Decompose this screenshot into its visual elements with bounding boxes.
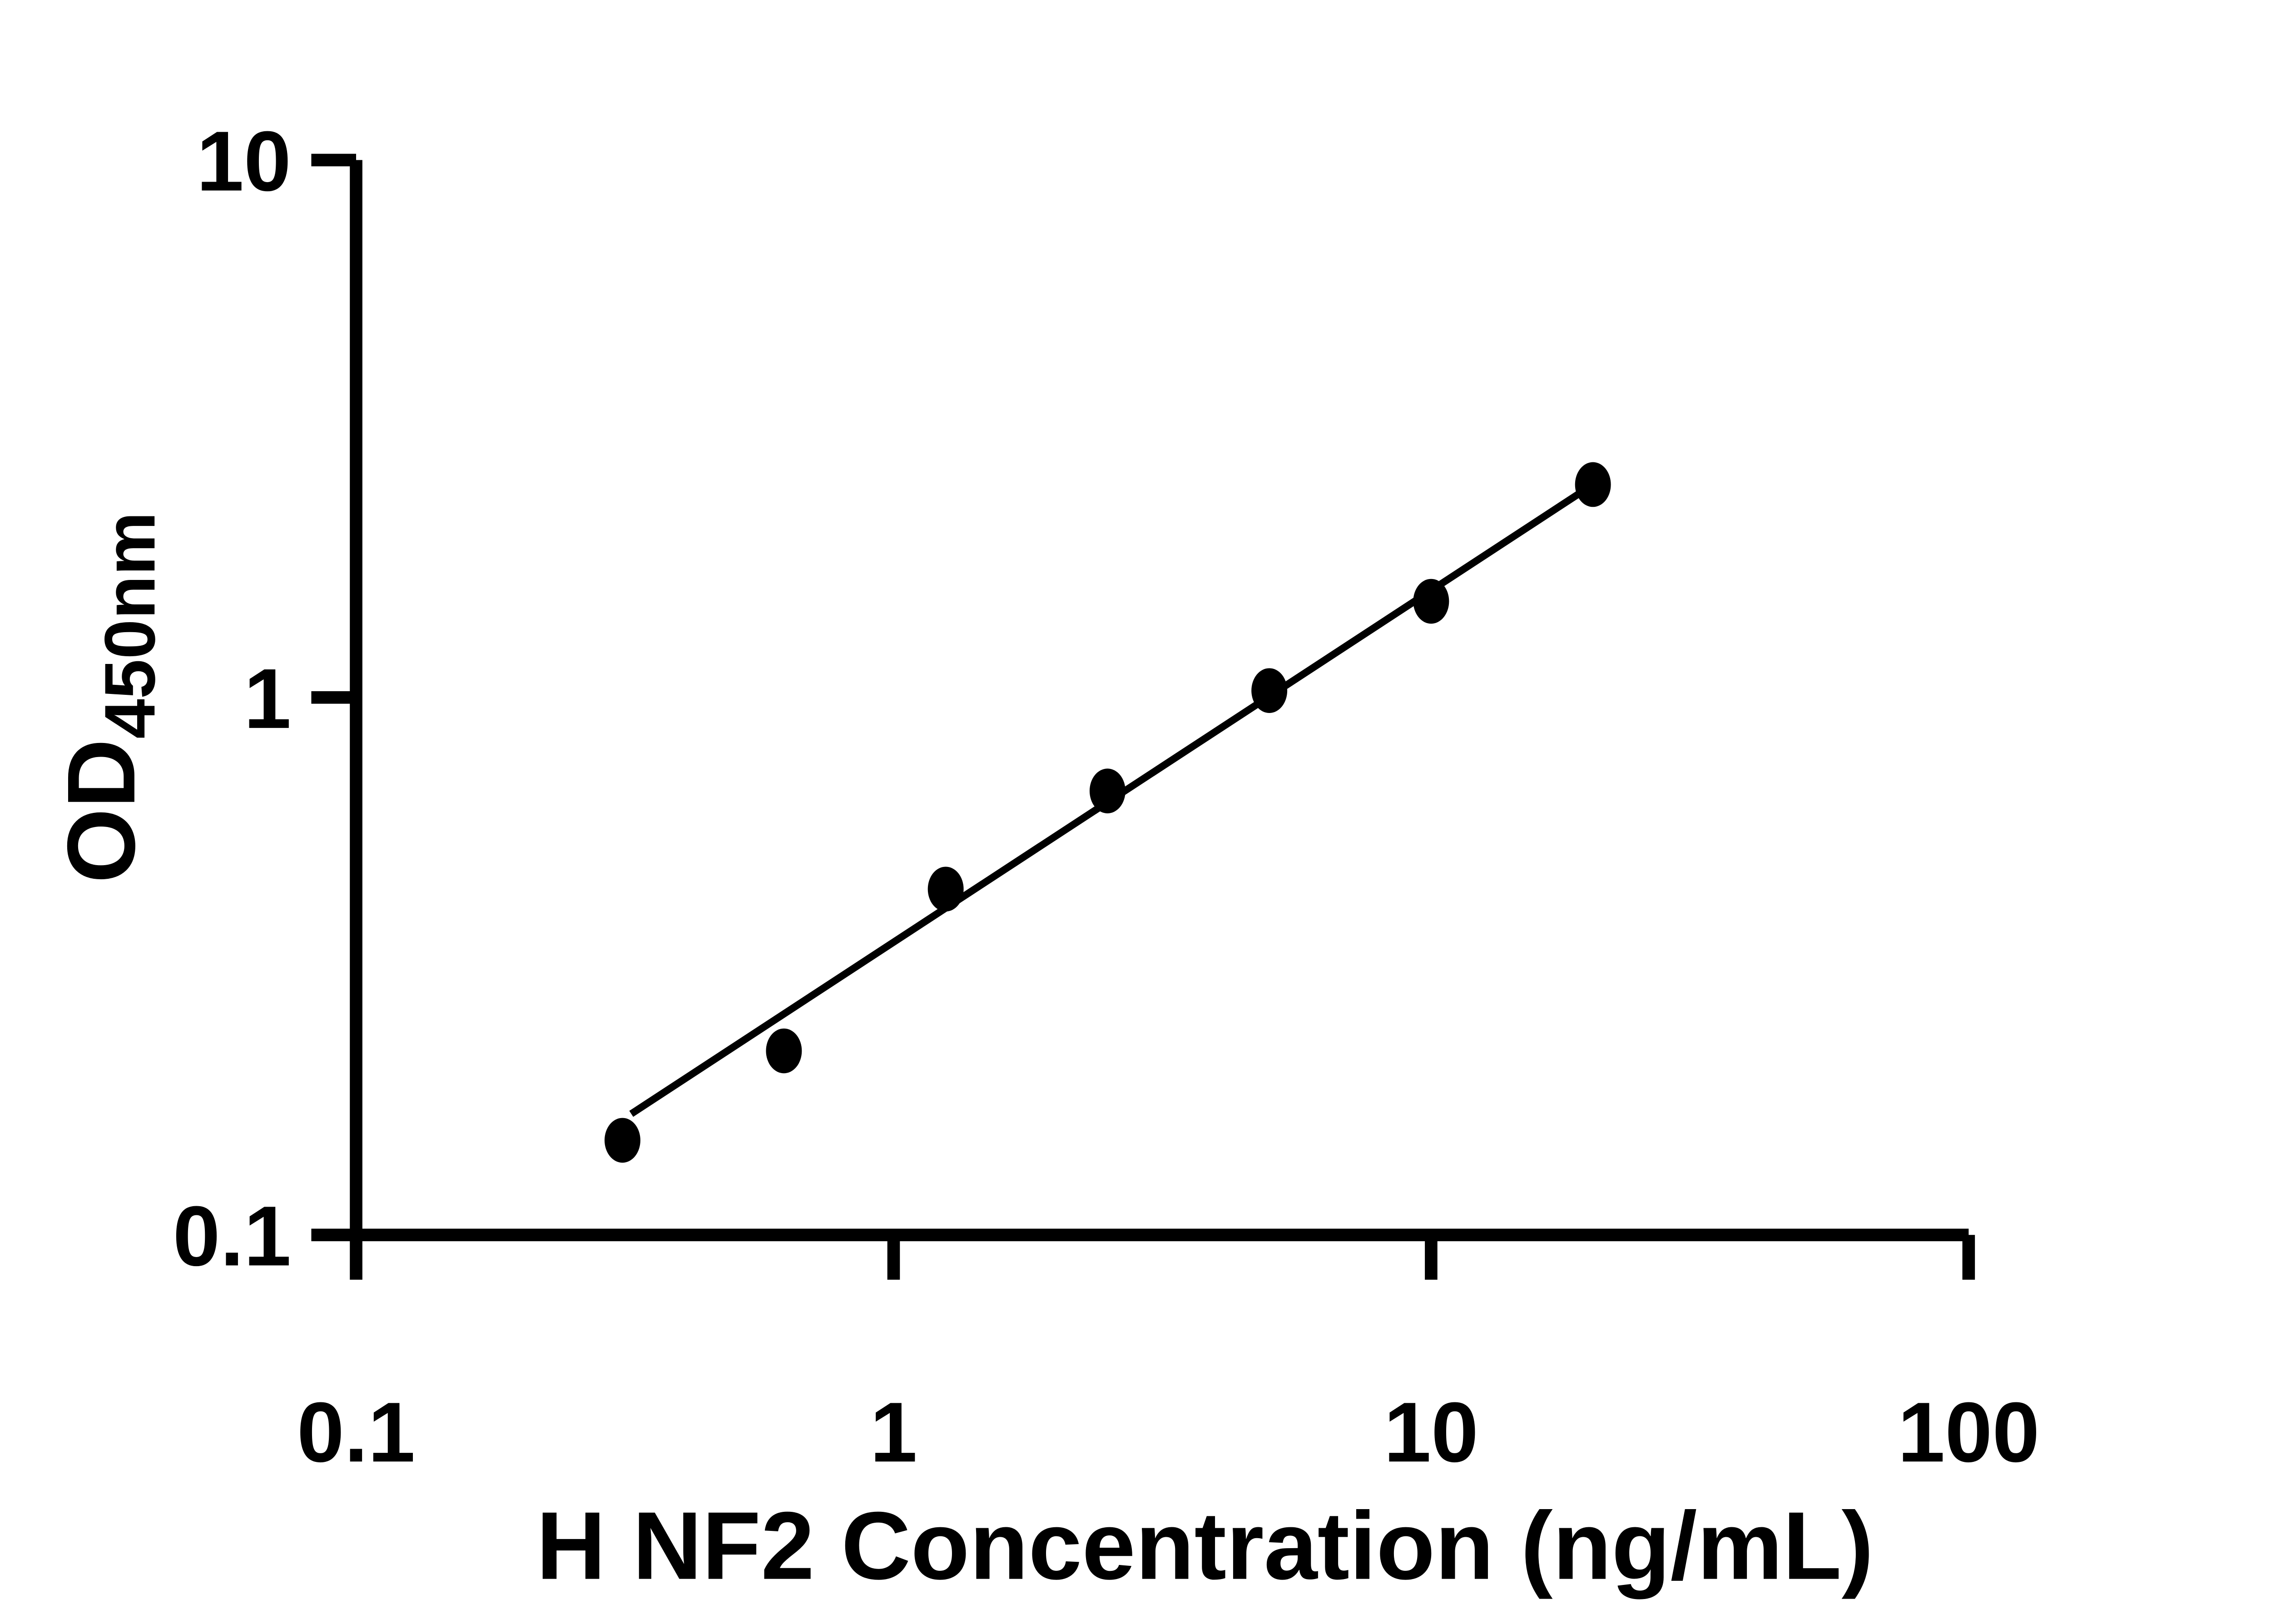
data-point <box>1251 668 1288 713</box>
data-point <box>605 1118 640 1163</box>
x-axis-tick-label: 100 <box>1898 1384 2040 1480</box>
x-axis-title: H NF2 Concentration (ng/mL) <box>536 1491 1874 1599</box>
data-point <box>1089 768 1126 813</box>
elisa-standard-curve-figure: 0.1 1 10 0.1 1 10 100 H NF2 Concentration (ng/m… <box>0 11 2271 1613</box>
y-axis-tick-label: 10 <box>197 113 291 208</box>
axes-frame <box>350 160 1969 1241</box>
y-axis-tick-label: 1 <box>244 651 291 746</box>
y-axis-title-main: OD <box>47 738 155 883</box>
x-axis-tick-label: 1 <box>870 1384 917 1480</box>
x-axis-tick-label: 0.1 <box>297 1384 415 1480</box>
y-axis-title: OD450nm <box>47 512 170 883</box>
data-point <box>1413 579 1449 624</box>
data-point <box>927 866 964 911</box>
y-axis-title-subscript: 450nm <box>90 512 170 739</box>
data-point <box>1575 462 1611 507</box>
data-point <box>766 1028 802 1074</box>
y-axis-tick-label: 0.1 <box>173 1188 291 1283</box>
x-axis-tick-label: 10 <box>1384 1384 1478 1480</box>
